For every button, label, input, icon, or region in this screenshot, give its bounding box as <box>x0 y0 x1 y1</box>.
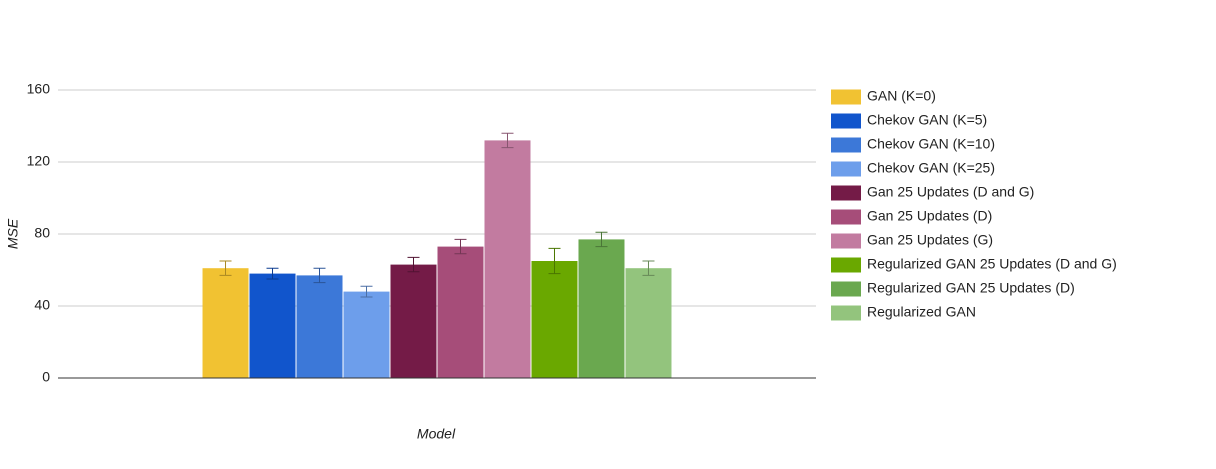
error-bar <box>266 267 279 280</box>
legend-swatch <box>831 137 861 153</box>
legend-swatch <box>831 233 861 249</box>
y-tick-label: 80 <box>34 225 50 241</box>
bar <box>578 239 625 378</box>
legend-label: Regularized GAN 25 Updates (D and G) <box>867 256 1117 272</box>
error-bar <box>642 260 655 276</box>
legend-swatch <box>831 161 861 177</box>
y-tick-label: 0 <box>42 369 50 385</box>
bar <box>437 246 484 378</box>
bar <box>625 268 672 378</box>
error-bar <box>313 267 326 284</box>
x-axis-title: Model <box>417 426 456 442</box>
bar <box>202 268 249 378</box>
legend-label: Gan 25 Updates (G) <box>867 232 993 248</box>
legend-swatch <box>831 281 861 297</box>
y-axis-title: MSE <box>5 218 21 249</box>
bar <box>531 261 578 378</box>
error-bar <box>595 231 608 248</box>
legend-label: Chekov GAN (K=25) <box>867 160 995 176</box>
bar <box>390 264 437 378</box>
legend-label: Regularized GAN <box>867 304 976 320</box>
legend-label: Gan 25 Updates (D and G) <box>867 184 1034 200</box>
legend-label: GAN (K=0) <box>867 88 936 104</box>
legend-label: Gan 25 Updates (D) <box>867 208 992 224</box>
error-bar <box>407 256 420 273</box>
bar <box>249 273 296 378</box>
y-tick-label: 120 <box>27 153 51 169</box>
legend-swatch <box>831 185 861 201</box>
bar <box>343 291 390 378</box>
legend-swatch <box>831 89 861 105</box>
y-tick-label: 160 <box>27 81 51 97</box>
error-bar <box>501 132 514 149</box>
error-bar <box>454 238 467 255</box>
legend-label: Chekov GAN (K=10) <box>867 136 995 152</box>
legend-label: Chekov GAN (K=5) <box>867 112 987 128</box>
error-bar <box>360 285 373 298</box>
legend-swatch <box>831 305 861 321</box>
legend-swatch <box>831 257 861 273</box>
bar <box>484 140 531 378</box>
legend-swatch <box>831 113 861 129</box>
error-bar <box>219 260 232 276</box>
legend-label: Regularized GAN 25 Updates (D) <box>867 280 1075 296</box>
legend-swatch <box>831 209 861 225</box>
error-bar <box>548 247 561 275</box>
y-tick-label: 40 <box>34 297 50 313</box>
bar <box>296 275 343 378</box>
